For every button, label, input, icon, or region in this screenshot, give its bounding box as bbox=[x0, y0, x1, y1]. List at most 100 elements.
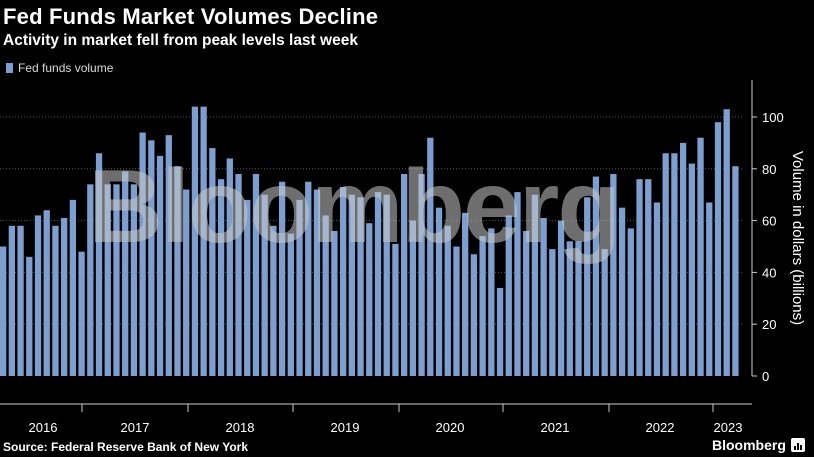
bar bbox=[261, 194, 268, 376]
bar bbox=[200, 106, 207, 376]
bar bbox=[496, 287, 504, 376]
bar bbox=[366, 223, 373, 376]
bar bbox=[383, 194, 390, 376]
bar bbox=[95, 153, 103, 376]
chart-title: Fed Funds Market Volumes Decline bbox=[3, 4, 379, 29]
x-tick-label: 2021 bbox=[541, 420, 570, 435]
y-tick-label: 40 bbox=[762, 265, 776, 280]
bar bbox=[287, 233, 294, 376]
bar bbox=[531, 194, 539, 376]
x-tick-label: 2022 bbox=[646, 420, 675, 435]
bar bbox=[462, 212, 469, 376]
bar bbox=[348, 194, 355, 376]
bar bbox=[418, 173, 425, 376]
bar bbox=[584, 197, 591, 376]
bar bbox=[435, 207, 443, 376]
y-tick-label: 20 bbox=[762, 317, 776, 332]
bar bbox=[479, 236, 486, 376]
bar bbox=[270, 225, 277, 376]
bar bbox=[0, 246, 7, 376]
legend-swatch bbox=[6, 63, 13, 73]
bar bbox=[723, 109, 730, 376]
bar bbox=[592, 176, 600, 376]
bar bbox=[156, 155, 164, 376]
bar bbox=[87, 184, 94, 376]
bar bbox=[313, 189, 321, 376]
bar bbox=[557, 220, 565, 376]
x-tick-label: 2019 bbox=[331, 420, 360, 435]
bar bbox=[104, 184, 111, 376]
bar bbox=[78, 251, 85, 376]
bar bbox=[226, 158, 233, 376]
bar bbox=[374, 192, 382, 376]
bar bbox=[252, 173, 260, 376]
bar bbox=[34, 215, 42, 376]
bar bbox=[488, 228, 495, 376]
bar bbox=[427, 137, 434, 376]
bar bbox=[409, 220, 417, 376]
bar bbox=[130, 184, 138, 376]
bar bbox=[52, 225, 59, 376]
bar bbox=[523, 230, 530, 376]
bar bbox=[113, 184, 120, 376]
bar bbox=[174, 166, 181, 376]
bar bbox=[139, 132, 146, 376]
bar bbox=[244, 199, 251, 376]
brand-logo: Bloomberg bbox=[712, 437, 805, 453]
x-tick-label: 2023 bbox=[714, 420, 743, 435]
y-tick-label: 0 bbox=[762, 369, 769, 384]
chart-subtitle: Activity in market fell from peak levels… bbox=[3, 32, 358, 49]
bar bbox=[122, 171, 129, 376]
y-tick-label: 80 bbox=[762, 162, 776, 177]
bar bbox=[671, 153, 678, 376]
bar bbox=[610, 173, 617, 376]
legend: Fed funds volume bbox=[6, 61, 113, 75]
x-tick-label: 2016 bbox=[29, 420, 58, 435]
bar bbox=[61, 218, 68, 376]
bar bbox=[296, 199, 303, 376]
legend-label: Fed funds volume bbox=[18, 61, 114, 75]
x-tick-label: 2018 bbox=[226, 420, 255, 435]
bar bbox=[732, 166, 739, 376]
bar bbox=[69, 199, 77, 376]
bar bbox=[549, 249, 556, 376]
bar bbox=[601, 249, 608, 376]
source-note: Source: Federal Reserve Bank of New York bbox=[3, 440, 248, 454]
bar bbox=[217, 179, 225, 376]
bar bbox=[43, 210, 50, 376]
bar bbox=[401, 173, 408, 376]
y-axis-ticks: 0 20 40 60 80 100 bbox=[751, 80, 784, 384]
bar bbox=[679, 142, 687, 376]
x-tick-label: 2020 bbox=[436, 420, 465, 435]
bar bbox=[636, 179, 643, 376]
y-tick-label: 60 bbox=[762, 214, 776, 229]
bar bbox=[706, 202, 713, 376]
bar bbox=[714, 122, 722, 377]
bar bbox=[697, 137, 704, 376]
bar bbox=[17, 225, 24, 376]
bar bbox=[653, 202, 661, 376]
bar bbox=[8, 225, 15, 376]
y-tick-label: 100 bbox=[762, 110, 784, 125]
bar bbox=[505, 215, 512, 376]
bars bbox=[0, 106, 739, 377]
bar bbox=[627, 228, 634, 376]
bar bbox=[339, 186, 347, 376]
bar bbox=[453, 246, 460, 376]
bar bbox=[209, 148, 216, 376]
bar bbox=[514, 192, 521, 376]
bar bbox=[575, 241, 582, 376]
x-axis: 2016 2017 2018 2019 2020 2021 2022 2023 bbox=[0, 403, 752, 435]
bar bbox=[470, 254, 478, 376]
bar bbox=[26, 256, 33, 376]
bar bbox=[688, 163, 695, 376]
bar bbox=[566, 241, 573, 376]
x-tick-label: 2017 bbox=[121, 420, 150, 435]
bar bbox=[322, 215, 329, 376]
bar bbox=[357, 197, 364, 376]
brand-label: Bloomberg bbox=[712, 437, 786, 453]
bar bbox=[618, 207, 626, 376]
bar bbox=[331, 230, 338, 376]
bar bbox=[444, 225, 451, 376]
